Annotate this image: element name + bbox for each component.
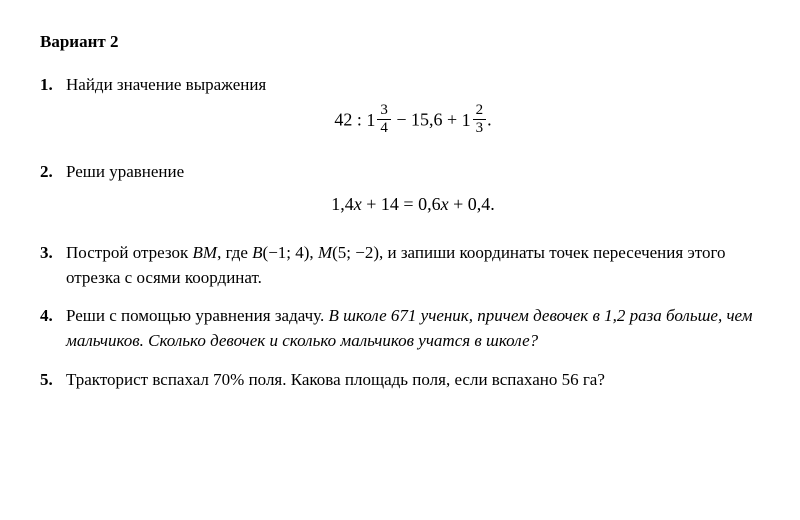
expr-part: . [487, 110, 492, 130]
equation-part: + 14 = 0,6 [362, 194, 441, 214]
whole-part: 1 [366, 107, 375, 133]
fraction: 23 [473, 103, 487, 136]
equation-part: + 0,4. [449, 194, 495, 214]
denominator: 3 [473, 120, 487, 136]
fraction: 34 [377, 103, 391, 136]
numerator: 2 [473, 103, 487, 120]
problem-number: 5. [40, 368, 66, 393]
equation: 1,4x + 14 = 0,6x + 0,4. [66, 191, 760, 217]
problem-3: 3. Построй отрезок BM, где B(−1; 4), M(5… [40, 241, 760, 290]
problem-number: 2. [40, 160, 66, 227]
variable: x [354, 194, 362, 214]
problem-1: 1. Найди значение выражения 42 : 134 − 1… [40, 73, 760, 147]
problem-5: 5. Тракторист вспахал 70% поля. Какова п… [40, 368, 760, 393]
math-expression: 42 : 134 − 15,6 + 123. [66, 103, 760, 136]
text-part: Реши с помощью уравнения задачу. [66, 306, 328, 325]
whole-part: 1 [462, 107, 471, 133]
problem-2: 2. Реши уравнение 1,4x + 14 = 0,6x + 0,4… [40, 160, 760, 227]
problem-number: 1. [40, 73, 66, 147]
equation-part: 1,4 [331, 194, 354, 214]
problem-body: Реши с помощью уравнения задачу. В школе… [66, 304, 760, 353]
expr-part: 42 : [334, 110, 366, 130]
denominator: 4 [377, 120, 391, 136]
problem-body: Построй отрезок BM, где B(−1; 4), M(5; −… [66, 241, 760, 290]
problem-text: Найди значение выражения [66, 75, 266, 94]
text-part: Построй отрезок [66, 243, 193, 262]
problem-text: Тракторист вспахал 70% поля. Какова площ… [66, 370, 605, 389]
expr-part: − 15,6 + [392, 110, 462, 130]
mixed-fraction-2: 123 [462, 103, 488, 136]
problem-number: 3. [40, 241, 66, 290]
problem-body: Реши уравнение 1,4x + 14 = 0,6x + 0,4. [66, 160, 760, 227]
numerator: 3 [377, 103, 391, 120]
mixed-fraction-1: 134 [366, 103, 392, 136]
problem-body: Найди значение выражения 42 : 134 − 15,6… [66, 73, 760, 147]
variable: x [441, 194, 449, 214]
point-label: B [252, 243, 262, 262]
problem-4: 4. Реши с помощью уравнения задачу. В шк… [40, 304, 760, 353]
problem-text: Реши уравнение [66, 162, 184, 181]
point-coords: (−1; 4), [263, 243, 318, 262]
problem-body: Тракторист вспахал 70% поля. Какова площ… [66, 368, 760, 393]
problem-number: 4. [40, 304, 66, 353]
point-label: M [318, 243, 332, 262]
segment-name: BM [193, 243, 218, 262]
variant-title: Вариант 2 [40, 30, 760, 55]
text-part: , где [217, 243, 252, 262]
